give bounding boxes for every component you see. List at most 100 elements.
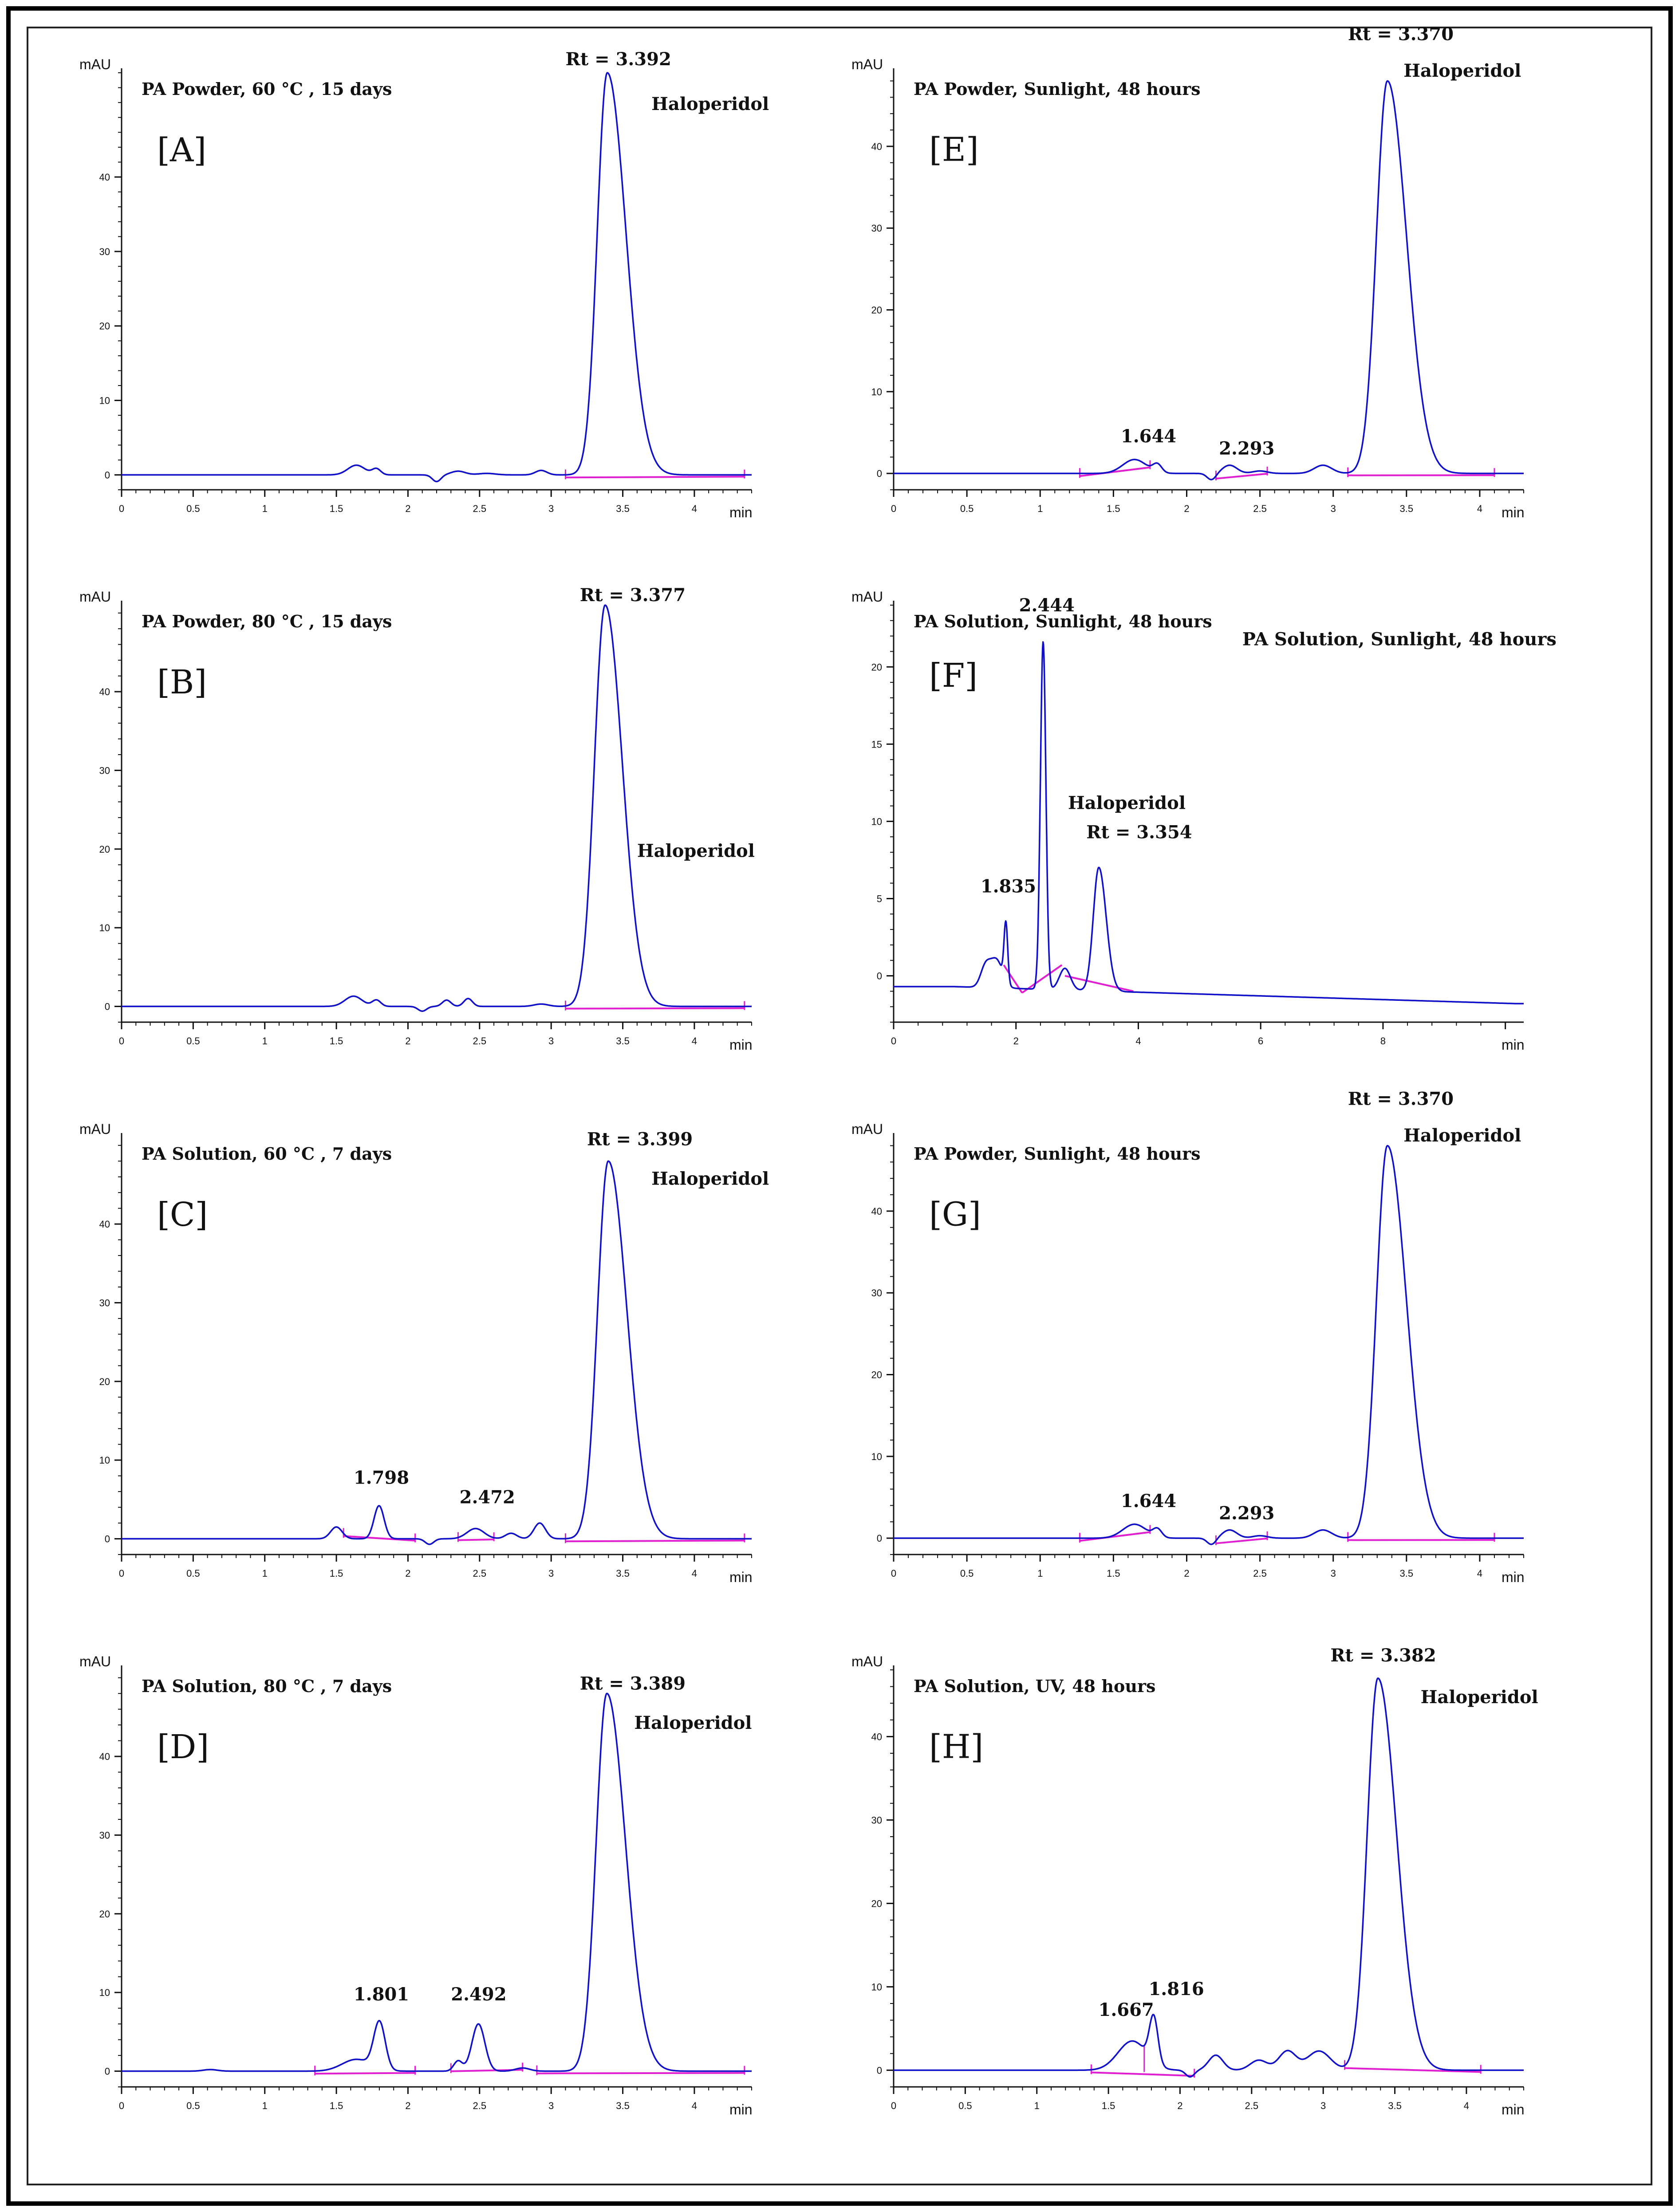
peak-annotation: 1.801 (354, 1984, 409, 2005)
peak-annotation: Rt = 3.389 (580, 1673, 686, 1694)
x-unit-label: min (1502, 1569, 1525, 1585)
y-tick-label: 0 (877, 2065, 882, 2076)
x-tick-label: 0 (891, 503, 896, 514)
integration-baselines (564, 1000, 745, 1011)
y-unit-label: mAU (851, 56, 883, 72)
chromatogram-trace (893, 641, 1524, 1004)
panel-title: PA Solution, 60 °C , 7 days (142, 1144, 392, 1164)
x-tick-label: 3.5 (616, 503, 630, 514)
x-tick-label: 3 (1331, 1568, 1336, 1579)
y-tick-label: 40 (99, 1219, 110, 1230)
y-tick-label: 10 (99, 1987, 110, 1998)
y-tick-label: 0 (105, 2066, 110, 2077)
peak-annotation: Rt = 3.392 (565, 49, 671, 70)
integration-baseline (315, 2072, 415, 2075)
panel-label: [A] (157, 131, 206, 169)
y-tick-label: 10 (871, 386, 882, 398)
x-tick-label: 4 (1477, 503, 1482, 514)
panel-title: PA Solution, 80 °C , 7 days (142, 1676, 392, 1696)
x-tick-label: 4 (1135, 1035, 1141, 1047)
y-tick-label: 30 (99, 765, 110, 776)
peak-annotation: 1.667 (1099, 1999, 1154, 2020)
peak-annotation: 1.835 (981, 876, 1036, 897)
x-tick-label: 1 (262, 1035, 268, 1047)
peak-annotation: 1.644 (1121, 1491, 1176, 1511)
panel-label: [C] (157, 1196, 208, 1234)
x-tick-label: 2.5 (473, 1035, 487, 1047)
peak-annotation: Rt = 3.377 (580, 585, 686, 606)
chromatogram-trace (893, 1677, 1524, 2078)
chromatogram-h: 0 0.5 1 1.5 2 2.5 3 3.5 4 0 10 20 30 40 mAU min PA Solut… (818, 1643, 1538, 2140)
chromatogram-trace (121, 1160, 752, 1545)
y-tick-label: 0 (877, 971, 882, 982)
integration-baseline (343, 1535, 415, 1542)
integration-baseline (1216, 472, 1268, 480)
peak-annotation: Rt = 3.370 (1348, 1088, 1454, 1109)
peak-annotation: Haloperidol (1403, 60, 1521, 81)
integration-baseline (536, 2072, 745, 2074)
x-tick-label: 3.5 (616, 1568, 630, 1579)
x-tick-label: 0 (891, 2100, 896, 2111)
peak-annotation: Haloperidol (1421, 1687, 1538, 1708)
x-tick-label: 1 (262, 1568, 268, 1579)
x-tick-label: 1.5 (1107, 1568, 1120, 1579)
chromatogram-c: 0 0.5 1 1.5 2 2.5 3 3.5 4 0 10 20 30 40 mAU min PA Solut… (46, 1111, 769, 1608)
y-tick-label: 40 (99, 1751, 110, 1762)
x-tick-label: 3.5 (1400, 1568, 1414, 1579)
y-tick-label: 30 (871, 1287, 882, 1299)
chromatogram-d: 0 0.5 1 1.5 2 2.5 3 3.5 4 0 10 20 30 40 mAU min PA Solut… (46, 1643, 765, 2140)
chromatogram-trace (893, 1145, 1524, 1545)
y-tick-label: 10 (99, 922, 110, 933)
x-unit-label: min (729, 1037, 753, 1053)
x-unit-label: min (1502, 2102, 1525, 2118)
x-tick-label: 1 (1034, 2100, 1040, 2111)
x-tick-label: 1.5 (1102, 2100, 1115, 2111)
peak-annotation: Haloperidol (1068, 793, 1186, 814)
x-tick-label: 4 (692, 2100, 697, 2111)
integration-baselines (1079, 460, 1495, 480)
y-unit-label: mAU (851, 589, 883, 605)
figure-frame: 0 0.5 1 1.5 2 2.5 3 3.5 4 0 10 20 30 40 mAU min PA Powde… (6, 6, 1673, 2206)
y-tick-label: 40 (99, 686, 110, 697)
peak-annotation: Haloperidol (637, 841, 755, 862)
panel-label: [H] (929, 1728, 983, 1766)
x-tick-label: 2 (405, 1568, 410, 1579)
y-tick-label: 0 (105, 469, 110, 480)
x-unit-label: min (1502, 504, 1525, 520)
y-tick-label: 20 (99, 321, 110, 332)
peak-annotation: Rt = 3.370 (1348, 24, 1454, 44)
x-tick-label: 0.5 (960, 1568, 974, 1579)
peak-annotation: Rt = 3.399 (587, 1129, 693, 1150)
chromatogram-trace (121, 72, 752, 483)
integration-baseline (1216, 1537, 1268, 1544)
x-unit-label: min (729, 2102, 753, 2118)
x-tick-label: 0.5 (960, 503, 974, 514)
x-tick-label: 2.5 (473, 503, 487, 514)
chromatogram-a: 0 0.5 1 1.5 2 2.5 3 3.5 4 0 10 20 30 40 mAU min PA Powde… (46, 46, 769, 543)
x-tick-label: 4 (1477, 1568, 1482, 1579)
peak-annotation: Rt = 3.354 (1086, 822, 1192, 843)
panel-title: PA Powder, 80 °C , 15 days (142, 611, 392, 631)
peak-annotation: 2.492 (451, 1984, 506, 2005)
x-tick-label: 8 (1380, 1035, 1386, 1047)
panel-title: PA Powder, 60 °C , 15 days (142, 79, 392, 99)
y-tick-label: 30 (99, 1830, 110, 1841)
x-tick-label: 3.5 (616, 2100, 630, 2111)
x-tick-label: 3 (548, 503, 554, 514)
x-tick-label: 4 (692, 1035, 697, 1047)
x-tick-label: 2 (1184, 1568, 1189, 1579)
chromatogram-e: 0 0.5 1 1.5 2 2.5 3 3.5 4 0 10 20 30 40 mAU min PA Powde… (818, 24, 1537, 543)
x-tick-label: 1.5 (330, 1568, 343, 1579)
x-tick-label: 1.5 (330, 1035, 343, 1047)
x-tick-label: 2.5 (1245, 2100, 1259, 2111)
x-tick-label: 0 (119, 2100, 124, 2111)
x-tick-label: 3 (548, 2100, 554, 2111)
x-tick-label: 0 (119, 1568, 124, 1579)
chromatogram-trace (893, 80, 1524, 480)
